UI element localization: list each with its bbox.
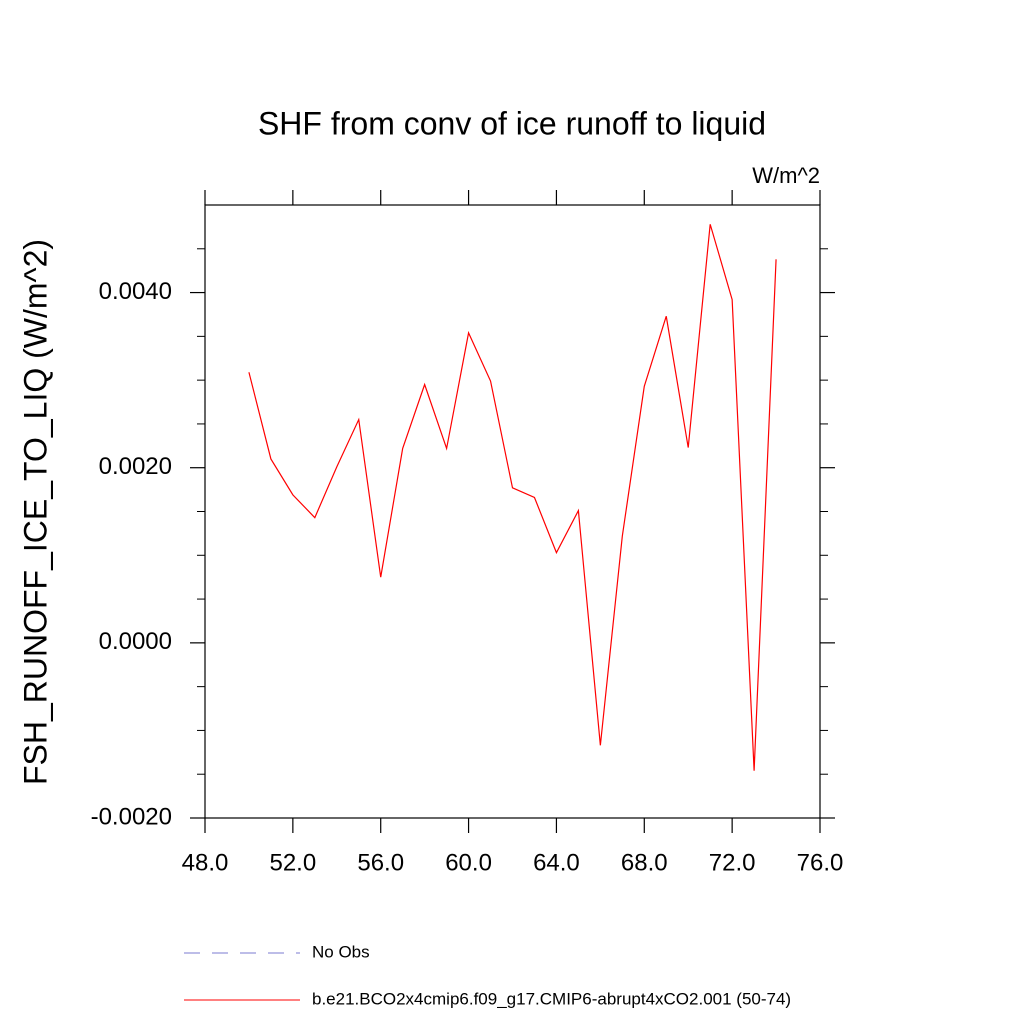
data-line — [248, 224, 777, 771]
x-tick-label: 56.0 — [357, 849, 404, 876]
x-tick-label: 68.0 — [621, 849, 668, 876]
y-tick-label: -0.0020 — [91, 803, 172, 830]
units-label: W/m^2 — [752, 163, 820, 188]
x-tick-label: 76.0 — [797, 849, 844, 876]
legend-label: No Obs — [312, 942, 370, 961]
x-tick-label: 60.0 — [445, 849, 492, 876]
x-tick-label: 48.0 — [182, 849, 229, 876]
x-tick-label: 52.0 — [269, 849, 316, 876]
y-tick-label: 0.0040 — [99, 278, 172, 305]
y-tick-label: 0.0000 — [99, 628, 172, 655]
y-tick-label: 0.0020 — [99, 453, 172, 480]
plot-frame — [204, 204, 821, 819]
y-axis-label: FSH_RUNOFF_ICE_TO_LIQ (W/m^2) — [17, 239, 53, 785]
chart-title: SHF from conv of ice runoff to liquid — [258, 105, 766, 141]
x-tick-label: 72.0 — [709, 849, 756, 876]
legend-label: b.e21.BCO2x4cmip6.f09_g17.CMIP6-abrupt4x… — [312, 989, 791, 1008]
x-tick-label: 64.0 — [533, 849, 580, 876]
